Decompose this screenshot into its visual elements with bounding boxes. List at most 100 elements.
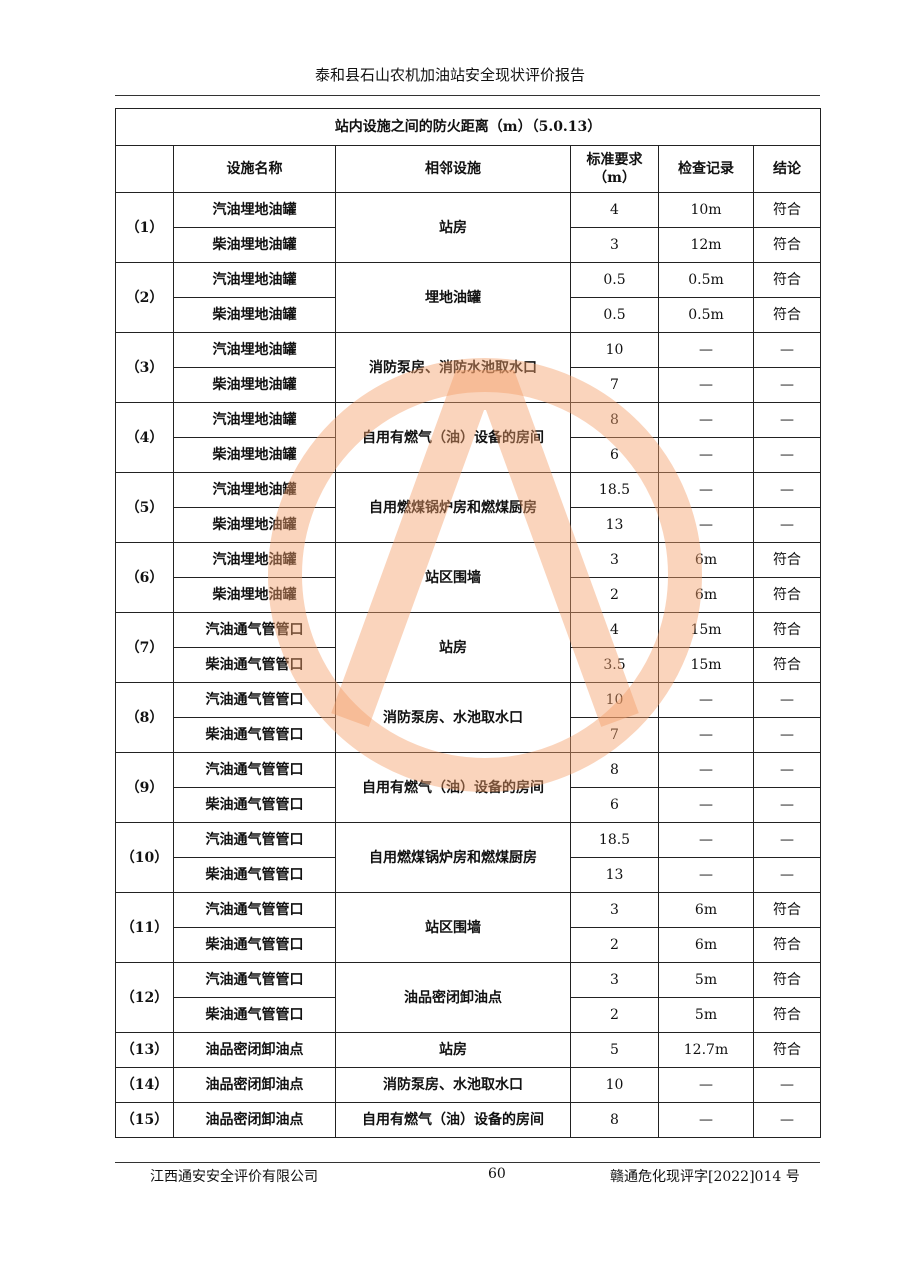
inspection-record: —: [658, 752, 754, 788]
inspection-record: —: [658, 822, 754, 858]
facility-name: 油品密闭卸油点: [173, 1102, 336, 1138]
table-row: （15） 油品密闭卸油点 自用有燃气（油）设备的房间 8— —: [115, 1102, 822, 1138]
conclusion: —: [752, 472, 822, 508]
adjacent-facility: 自用有燃气（油）设备的房间: [335, 1102, 571, 1138]
inspection-record: 10m: [658, 192, 754, 228]
inspection-record: —: [658, 367, 754, 403]
header-rule: [115, 95, 820, 96]
standard-requirement: 0.5: [570, 297, 659, 333]
adjacent-facility: 油品密闭卸油点: [335, 962, 571, 1033]
inspection-record: —: [658, 472, 754, 508]
column-header: 检查记录: [658, 145, 754, 193]
standard-requirement: 5: [570, 1032, 659, 1068]
facility-name: 柴油通气管管口: [173, 787, 336, 823]
inspection-record: —: [658, 857, 754, 893]
inspection-record: 6m: [658, 542, 754, 578]
conclusion: —: [752, 1102, 822, 1138]
table-row: （11） 汽油通气管管口 站区围墙 3 6m 符合: [115, 892, 822, 963]
inspection-record: 12m: [658, 227, 754, 263]
page-number: 60: [488, 1166, 506, 1182]
inspection-record: —: [658, 507, 754, 543]
conclusion: 符合: [752, 927, 822, 963]
inspection-record: 5m: [658, 962, 754, 998]
inspection-record: —: [658, 787, 754, 823]
table-row: （14） 油品密闭卸油点 消防泵房、水池取水口 10— —: [115, 1067, 822, 1103]
inspection-record: —: [658, 717, 754, 753]
facility-name: 柴油埋地油罐: [173, 507, 336, 543]
conclusion: 符合: [752, 892, 822, 928]
facility-name: 柴油埋地油罐: [173, 297, 336, 333]
facility-name: 柴油通气管管口: [173, 717, 336, 753]
facility-name: 油品密闭卸油点: [173, 1032, 336, 1068]
facility-name: 汽油埋地油罐: [173, 542, 336, 578]
conclusion: —: [752, 682, 822, 718]
standard-requirement: 3: [570, 892, 659, 928]
conclusion: —: [752, 437, 822, 473]
standard-requirement: 7: [570, 367, 659, 403]
facility-name: 柴油通气管管口: [173, 927, 336, 963]
facility-name: 柴油埋地油罐: [173, 437, 336, 473]
item-number: （5）: [115, 472, 174, 543]
table-row: （3） 汽油埋地油罐 消防泵房、消防水池取水口 10— —: [115, 332, 822, 403]
table-title: 站内设施之间的防火距离（m）（5.0.13）: [114, 108, 822, 146]
table-row: 柴油通气管管口 2 6m 符合: [116, 927, 822, 963]
standard-requirement: 8: [570, 402, 659, 438]
adjacent-facility: 自用有燃气（油）设备的房间: [335, 402, 571, 473]
adjacent-facility: 站房: [335, 192, 571, 263]
standard-requirement: 3: [570, 227, 659, 263]
column-header: 结论: [752, 145, 822, 193]
table-row: 柴油埋地油罐 0.5 0.5m 符合: [116, 297, 822, 333]
item-number: （7）: [115, 612, 174, 683]
conclusion: —: [752, 752, 822, 788]
table-row: （8） 汽油通气管管口 消防泵房、水池取水口 10— —: [115, 682, 822, 753]
column-header: 相邻设施: [335, 145, 571, 193]
conclusion: 符合: [752, 227, 822, 263]
column-header: 标准要求（m）: [570, 145, 659, 193]
facility-name: 柴油埋地油罐: [173, 227, 336, 263]
table-row: 柴油埋地油罐 3 12m 符合: [116, 227, 822, 263]
adjacent-facility: 站区围墙: [335, 892, 571, 963]
table-row: （2） 汽油埋地油罐 埋地油罐 0.5 0.5m 符合: [115, 262, 822, 333]
item-number: （2）: [115, 262, 174, 333]
standard-requirement: 13: [570, 857, 659, 893]
standard-requirement: 2: [570, 927, 659, 963]
table-row: （12） 汽油通气管管口 油品密闭卸油点 3 5m 符合: [115, 962, 822, 1033]
adjacent-facility: 自用燃煤锅炉房和燃煤厨房: [335, 822, 571, 893]
adjacent-facility: 站房: [335, 1032, 571, 1068]
conclusion: 符合: [752, 962, 822, 998]
facility-name: 油品密闭卸油点: [173, 1067, 336, 1103]
adjacent-facility: 自用有燃气（油）设备的房间: [335, 752, 571, 823]
table-row: 柴油埋地油罐 13— —: [116, 507, 822, 543]
standard-requirement: 4: [570, 192, 659, 228]
inspection-record: 0.5m: [658, 262, 754, 298]
standard-requirement: 10: [570, 332, 659, 368]
inspection-record: —: [658, 1067, 754, 1103]
facility-name: 汽油埋地油罐: [173, 402, 336, 438]
inspection-record: 6m: [658, 927, 754, 963]
adjacent-facility: 站房: [335, 612, 571, 683]
item-number: （13）: [115, 1032, 174, 1068]
conclusion: —: [752, 717, 822, 753]
table-row: 柴油通气管管口 7— —: [116, 717, 822, 753]
conclusion: —: [752, 857, 822, 893]
standard-requirement: 4: [570, 612, 659, 648]
item-number: （6）: [115, 542, 174, 613]
adjacent-facility: 消防泵房、消防水池取水口: [335, 332, 571, 403]
standard-requirement: 18.5: [570, 822, 659, 858]
facility-name: 汽油埋地油罐: [173, 192, 336, 228]
item-number: （14）: [115, 1067, 174, 1103]
adjacent-facility: 埋地油罐: [335, 262, 571, 333]
standard-requirement: 6: [570, 787, 659, 823]
facility-name: 汽油通气管管口: [173, 822, 336, 858]
table-row: （9） 汽油通气管管口 自用有燃气（油）设备的房间 8— —: [115, 752, 822, 823]
adjacent-facility: 站区围墙: [335, 542, 571, 613]
conclusion: —: [752, 1067, 822, 1103]
table-row: 柴油通气管管口 6— —: [116, 787, 822, 823]
conclusion: 符合: [752, 612, 822, 648]
item-number: （11）: [115, 892, 174, 963]
standard-requirement: 8: [570, 752, 659, 788]
conclusion: 符合: [752, 297, 822, 333]
standard-requirement: 8: [570, 1102, 659, 1138]
standard-requirement: 10: [570, 1067, 659, 1103]
table-row: （6） 汽油埋地油罐 站区围墙 3 6m 符合: [115, 542, 822, 613]
